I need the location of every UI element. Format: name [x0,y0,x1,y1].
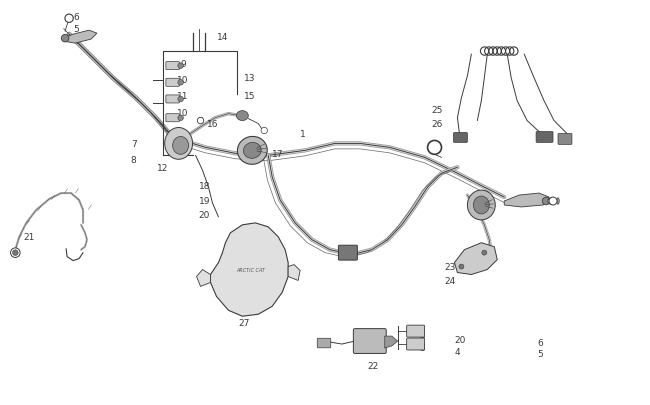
Polygon shape [63,31,97,44]
FancyBboxPatch shape [317,339,331,348]
Text: 20: 20 [454,335,466,344]
Text: 23: 23 [445,262,456,271]
Text: 21: 21 [23,233,34,242]
Polygon shape [288,265,300,281]
Text: 10: 10 [177,109,188,118]
FancyBboxPatch shape [166,79,179,87]
Text: 2: 2 [420,330,425,339]
FancyBboxPatch shape [407,325,424,337]
FancyBboxPatch shape [339,245,358,260]
Text: 20: 20 [198,211,210,220]
Circle shape [178,64,183,69]
Circle shape [12,250,18,256]
FancyBboxPatch shape [536,132,553,143]
Ellipse shape [552,198,555,205]
Text: 19: 19 [198,196,210,205]
Circle shape [10,248,20,258]
FancyBboxPatch shape [454,133,467,143]
Text: 8: 8 [131,156,136,164]
Polygon shape [385,336,398,348]
FancyBboxPatch shape [166,96,179,104]
Text: 18: 18 [198,181,210,190]
Ellipse shape [557,198,559,205]
Circle shape [549,198,557,205]
Ellipse shape [243,143,261,159]
Text: 22: 22 [368,362,379,371]
Text: 12: 12 [157,163,168,172]
Circle shape [261,128,267,134]
Text: 27: 27 [239,318,250,327]
FancyBboxPatch shape [407,338,424,350]
Ellipse shape [173,137,188,155]
Text: 6: 6 [73,13,79,22]
FancyBboxPatch shape [166,62,179,70]
FancyBboxPatch shape [354,329,386,354]
Circle shape [459,264,464,269]
Polygon shape [504,194,549,207]
Circle shape [198,118,203,124]
Circle shape [178,116,183,121]
Text: 13: 13 [244,74,256,83]
Text: 16: 16 [207,120,218,129]
Circle shape [548,198,554,205]
Ellipse shape [237,111,248,121]
Text: 5: 5 [73,25,79,34]
Polygon shape [211,223,288,316]
Text: 14: 14 [216,32,228,42]
Text: 3: 3 [420,343,425,352]
Circle shape [178,80,183,86]
Text: 1: 1 [300,130,306,139]
Text: 9: 9 [181,60,187,69]
Circle shape [482,251,487,256]
Text: 10: 10 [177,76,188,85]
FancyBboxPatch shape [558,134,572,145]
Circle shape [542,198,550,205]
Ellipse shape [237,137,267,165]
Text: 24: 24 [445,276,456,285]
Circle shape [65,15,73,23]
Circle shape [61,35,69,43]
Text: 6: 6 [537,338,543,347]
Text: 26: 26 [432,120,443,129]
FancyBboxPatch shape [166,115,179,122]
Text: 4: 4 [73,36,79,45]
Text: 15: 15 [244,92,256,101]
Text: 17: 17 [272,149,284,158]
Text: 7: 7 [131,140,136,149]
Ellipse shape [467,191,495,220]
Text: 11: 11 [177,92,188,101]
Polygon shape [454,243,497,275]
Text: 5: 5 [537,350,543,358]
Text: ARCTIC CAT: ARCTIC CAT [236,267,265,272]
Ellipse shape [164,128,192,160]
Circle shape [178,97,183,102]
Text: 25: 25 [432,106,443,115]
Polygon shape [196,270,211,287]
Ellipse shape [473,196,489,214]
Text: 4: 4 [454,347,460,356]
